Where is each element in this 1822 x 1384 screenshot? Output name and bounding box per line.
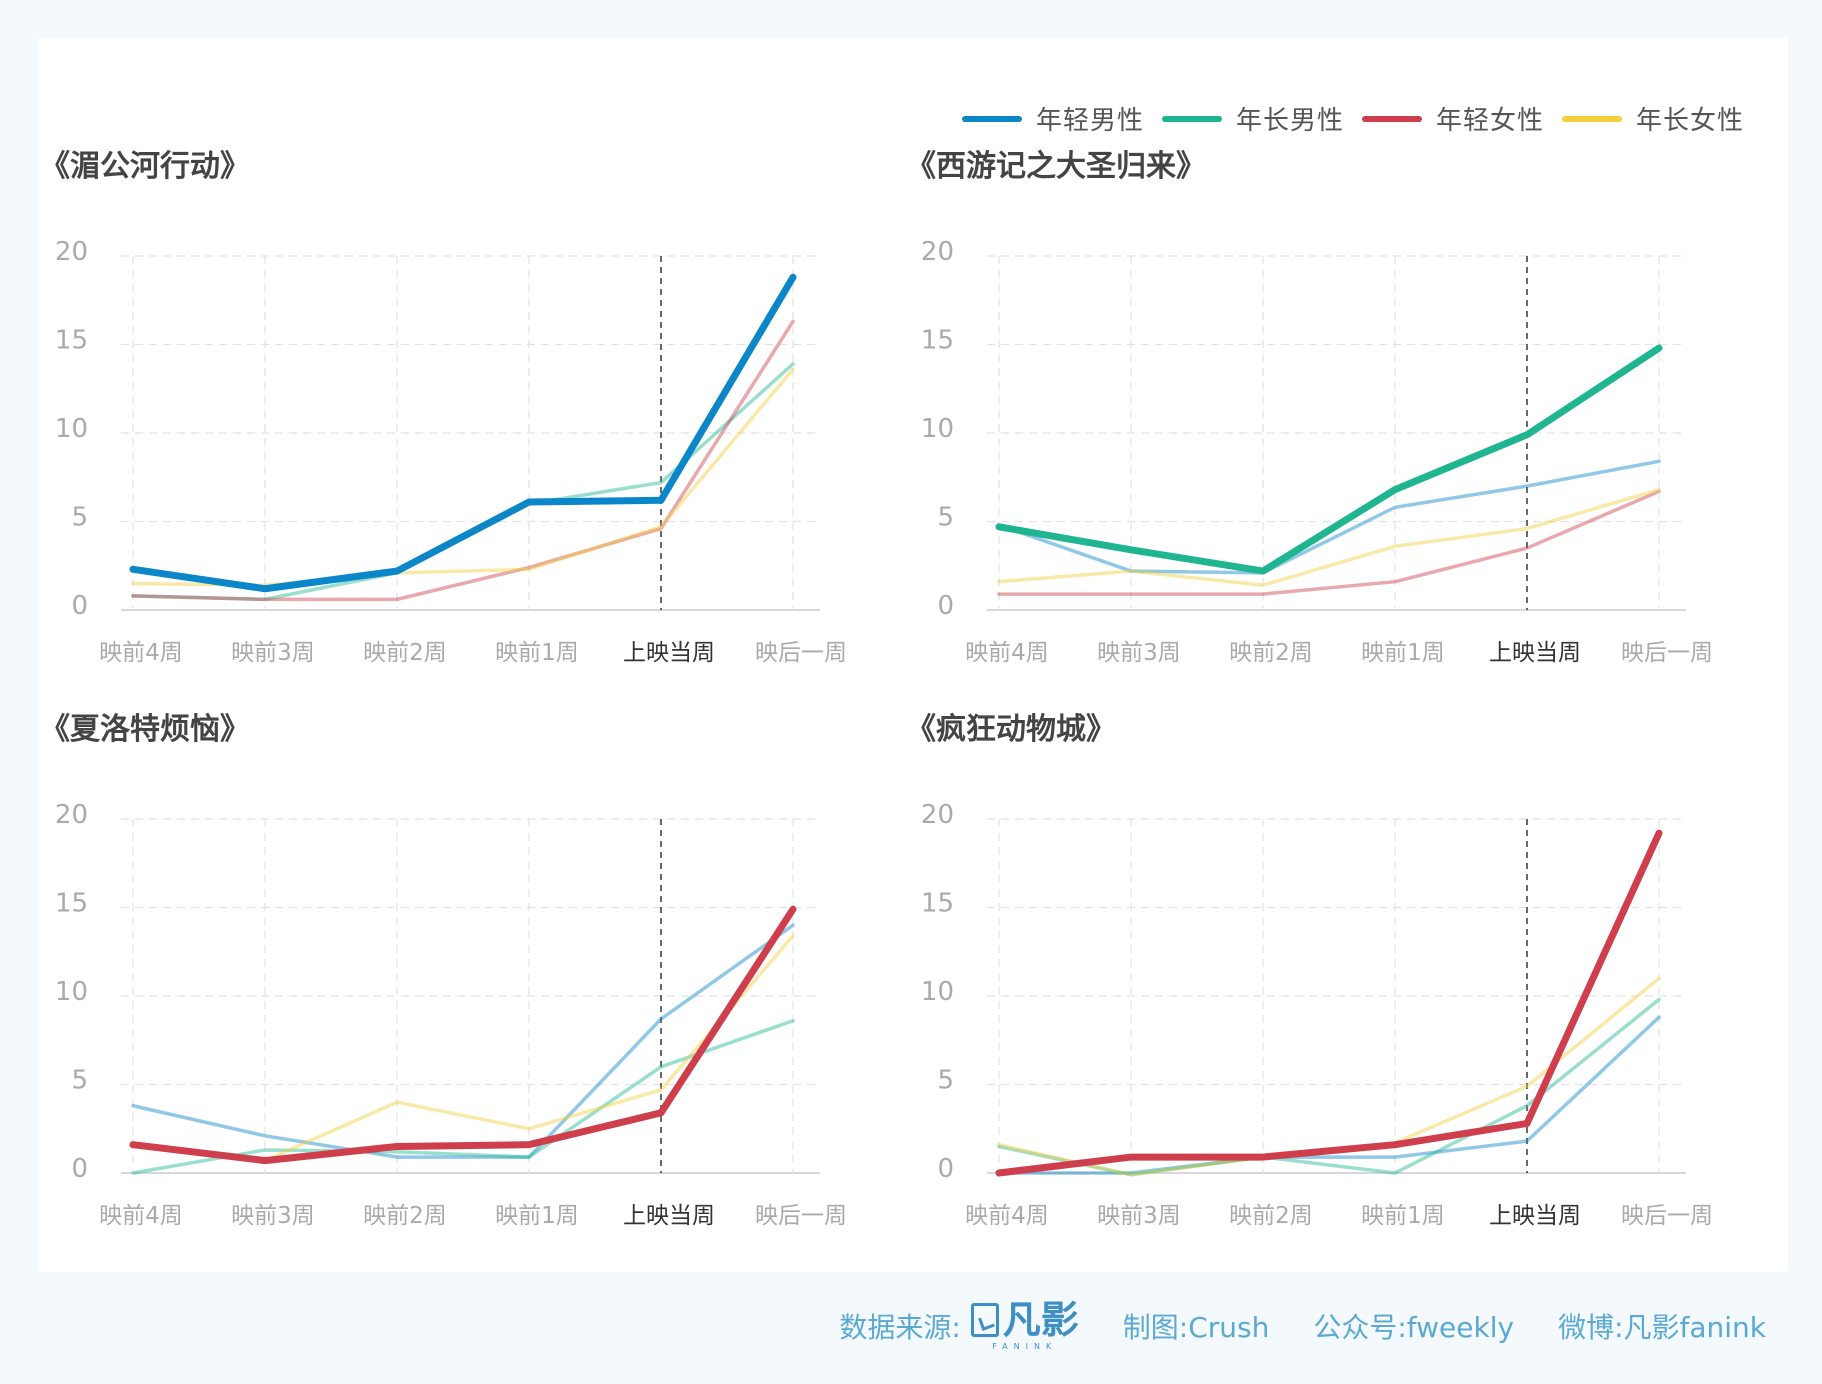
legend-swatch (1561, 115, 1622, 122)
series-line (997, 489, 1661, 596)
legend-swatch (1161, 115, 1222, 122)
x-tick-label: 映前3周 (1097, 640, 1181, 666)
series-line (131, 923, 795, 1159)
y-tick-label: 20 (921, 800, 954, 830)
y-tick-label: 5 (71, 1066, 88, 1096)
x-tick-label: 映前2周 (363, 1203, 447, 1229)
y-tick-label: 15 (55, 889, 88, 919)
footer: 数据来源: 凡影 FANINK 制图:Crush 公众号:fweekly 微博:… (839, 1300, 1766, 1351)
y-tick-label: 10 (55, 414, 88, 444)
chart-panel: 《夏洛特烦恼》 0 5 10 15 20 映前4周 映前3周 映前2周 映前1周 上映当周 映后一周 (40, 712, 847, 1229)
y-tick-label: 20 (921, 237, 954, 267)
weibo-credit: 微博:凡影fanink (1558, 1310, 1766, 1344)
series-line (997, 976, 1661, 1177)
y-tick-label: 10 (55, 977, 88, 1007)
x-tick-label: 映前1周 (1361, 1203, 1445, 1229)
logo-text: 凡影 (1002, 1298, 1079, 1342)
source-credit: 数据来源: 凡影 FANINK (839, 1300, 1078, 1351)
series-line (995, 829, 1663, 1177)
series-line (131, 1019, 795, 1175)
y-tick-label: 5 (937, 1066, 954, 1096)
y-tick-label: 5 (937, 503, 954, 533)
legend-label: 年长女性 (1635, 106, 1744, 136)
series-line (997, 487, 1661, 587)
x-tick-label: 映前2周 (1229, 1203, 1313, 1229)
x-tick-label: 映前1周 (495, 640, 579, 666)
series-line (131, 362, 795, 602)
y-tick-label: 15 (921, 326, 954, 356)
chart-title: 《夏洛特烦恼》 (40, 712, 250, 747)
chart-panel: 《疯狂动物城》 0 5 10 15 20 映前4周 映前3周 映前2周 映前1周 上映当周 映后一周 (906, 712, 1713, 1229)
y-tick-label: 20 (55, 800, 88, 830)
series-line (129, 273, 797, 593)
y-tick-label: 20 (55, 237, 88, 267)
series-line (995, 344, 1663, 575)
legend-swatch (1361, 115, 1422, 122)
chart-title: 《西游记之大圣归来》 (906, 149, 1206, 184)
y-tick-label: 15 (921, 889, 954, 919)
x-tick-label: 映前3周 (1097, 1203, 1181, 1229)
legend: 年轻男性 年长男性 年轻女性 年长女性 (961, 100, 1744, 137)
legend-label: 年轻女性 (1435, 106, 1544, 136)
y-tick-label: 0 (937, 1154, 954, 1184)
account-credit: 公众号:fweekly (1313, 1310, 1515, 1344)
x-tick-label: 映前3周 (231, 1203, 315, 1229)
source-label: 数据来源: (839, 1310, 961, 1344)
x-tick-label: 映后一周 (1621, 640, 1713, 666)
legend-item: 年长男性 (1161, 100, 1344, 137)
x-tick-label: 映后一周 (755, 1203, 847, 1229)
series-line (997, 1015, 1661, 1175)
x-tick-label: 上映当周 (623, 640, 715, 666)
y-tick-label: 0 (71, 1154, 88, 1184)
series-line (997, 997, 1661, 1177)
y-tick-label: 0 (937, 591, 954, 621)
chart-title: 《湄公河行动》 (40, 149, 250, 184)
x-tick-label: 上映当周 (1489, 640, 1581, 666)
logo-icon (970, 1303, 999, 1337)
logo-subtext: FANINK (992, 1342, 1058, 1351)
legend-item: 年长女性 (1561, 100, 1744, 137)
chart-panel: 《湄公河行动》 0 5 10 15 20 映前4周 映前3周 映前2周 映前1周 上映当周 映后一周 (40, 149, 847, 666)
legend-label: 年长男性 (1235, 106, 1344, 136)
legend-label: 年轻男性 (1035, 106, 1144, 136)
x-tick-label: 上映当周 (623, 1203, 715, 1229)
y-tick-label: 5 (71, 503, 88, 533)
y-tick-label: 10 (921, 977, 954, 1007)
chart-card: 年轻男性 年长男性 年轻女性 年长女性 《湄公河行动》 0 5 10 15 20 映前4周 映前3周… (38, 38, 1788, 1272)
series-line (997, 459, 1661, 575)
y-tick-label: 15 (55, 326, 88, 356)
y-tick-label: 10 (921, 414, 954, 444)
x-tick-label: 映前4周 (965, 1203, 1049, 1229)
fanink-logo: 凡影 FANINK (970, 1298, 1079, 1351)
x-tick-label: 映后一周 (755, 640, 847, 666)
chart-title: 《疯狂动物城》 (906, 712, 1116, 747)
maker-credit: 制图:Crush (1122, 1310, 1270, 1344)
x-tick-label: 映后一周 (1621, 1203, 1713, 1229)
x-tick-label: 映前4周 (99, 1203, 183, 1229)
legend-swatch (961, 115, 1022, 122)
x-tick-label: 映前1周 (495, 1203, 579, 1229)
x-tick-label: 映前2周 (1229, 640, 1313, 666)
x-tick-label: 上映当周 (1489, 1203, 1581, 1229)
x-tick-label: 映前3周 (231, 640, 315, 666)
series-line (129, 905, 797, 1165)
legend-item: 年轻男性 (961, 100, 1144, 137)
x-tick-label: 映前4周 (965, 640, 1049, 666)
legend-item: 年轻女性 (1361, 100, 1544, 137)
x-tick-label: 映前1周 (1361, 640, 1445, 666)
x-tick-label: 映前4周 (99, 640, 183, 666)
x-tick-label: 映前2周 (363, 640, 447, 666)
chart-panel: 《西游记之大圣归来》 0 5 10 15 20 映前4周 映前3周 映前2周 映前1周 上映当周 映后… (906, 149, 1713, 666)
series-line (131, 319, 795, 602)
y-tick-label: 0 (71, 591, 88, 621)
